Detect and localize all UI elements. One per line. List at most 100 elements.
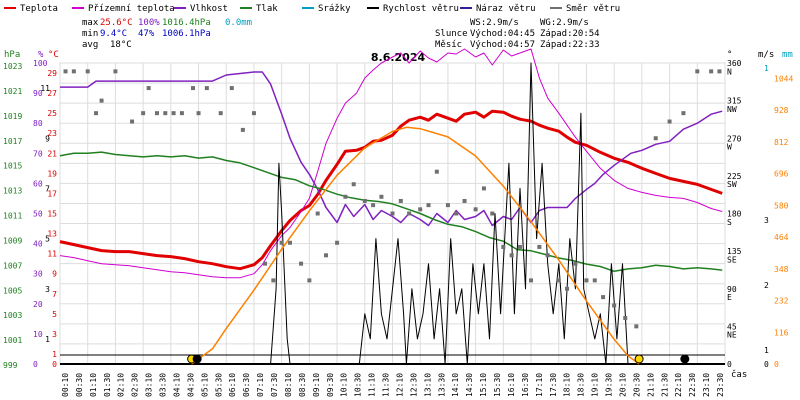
tick-time: 19:10 bbox=[591, 373, 600, 397]
tick-pct: 60 bbox=[33, 179, 43, 188]
wind-direction-point bbox=[299, 261, 304, 266]
tick-time: 14:10 bbox=[451, 373, 460, 397]
tick-solar: 812 bbox=[774, 138, 789, 147]
moon-set: Západ:22:33 bbox=[540, 40, 600, 50]
tick-solar: 928 bbox=[774, 106, 789, 115]
tick-hpa: 1017 bbox=[3, 137, 22, 146]
wind-direction-point bbox=[501, 244, 506, 249]
tick-hpa: 1011 bbox=[3, 212, 22, 221]
tick-pct: 90 bbox=[33, 89, 43, 98]
tick-ms: 1 bbox=[764, 64, 769, 73]
tick-temp: 0 bbox=[52, 360, 57, 369]
tick-solar: 348 bbox=[774, 265, 789, 274]
axis-title-hpa: hPa bbox=[4, 50, 20, 60]
tick-direction: 90 bbox=[727, 285, 737, 294]
wind-direction-point bbox=[307, 278, 312, 283]
tick-time: 11:30 bbox=[382, 373, 391, 397]
wind-direction-point bbox=[612, 303, 617, 308]
tick-time: 18:10 bbox=[563, 373, 572, 397]
tick-time: 13:30 bbox=[437, 373, 446, 397]
tick-temp: 29 bbox=[47, 69, 57, 78]
tick-time: 15:10 bbox=[479, 373, 488, 397]
tick-time: 20:10 bbox=[618, 373, 627, 397]
wind-direction-point bbox=[545, 253, 550, 258]
wind-direction-point bbox=[204, 86, 209, 91]
tick-time: 12:10 bbox=[395, 373, 404, 397]
wind-direction-point bbox=[517, 244, 522, 249]
tick-time: 00:30 bbox=[75, 373, 84, 397]
tick-time: 12:30 bbox=[409, 373, 418, 397]
tick-direction: SW bbox=[727, 180, 737, 189]
axis-title-deg: ° bbox=[727, 50, 732, 60]
x-axis-label: čas bbox=[731, 369, 747, 380]
wind-direction-point bbox=[263, 261, 268, 266]
tick-time: 21:30 bbox=[660, 373, 669, 397]
tick-direction: NW bbox=[727, 105, 737, 114]
tick-temp: 3 bbox=[52, 330, 57, 339]
stats-min-hum: 47% bbox=[138, 29, 155, 39]
series-line bbox=[59, 48, 723, 279]
wind-direction-point bbox=[179, 111, 184, 116]
wind-direction-point bbox=[71, 69, 76, 74]
tick-hpa: 1001 bbox=[3, 336, 22, 345]
moon-label: Měsíc bbox=[435, 40, 462, 50]
tick-time: 03:10 bbox=[145, 373, 154, 397]
tick-temp: 5 bbox=[52, 310, 57, 319]
tick-time: 02:10 bbox=[117, 373, 126, 397]
tick-hpa: 1023 bbox=[3, 62, 22, 71]
tick-ms: 1 bbox=[764, 346, 769, 355]
tick-time: 17:30 bbox=[549, 373, 558, 397]
tick-wind: 5 bbox=[45, 235, 50, 244]
legend: Teplota Přízemní teplota Vlhkost Tlak Srážky… bbox=[4, 4, 620, 14]
tick-temp: 13 bbox=[47, 230, 57, 239]
stats-avg-label: avg bbox=[82, 40, 98, 50]
wind-direction-point bbox=[271, 278, 276, 283]
wind-direction-point bbox=[537, 244, 542, 249]
tick-temp: 25 bbox=[47, 109, 57, 118]
tick-ms: 3 bbox=[764, 216, 769, 225]
wind-direction-point bbox=[717, 69, 722, 74]
tick-pct: 70 bbox=[33, 149, 43, 158]
legend-label: Směr větru bbox=[566, 4, 620, 14]
wind-ws: WS:2.9m/s bbox=[470, 18, 519, 28]
tick-hpa: 1007 bbox=[3, 261, 22, 270]
wind-direction-point bbox=[481, 186, 486, 191]
series-line bbox=[59, 109, 723, 271]
axis-title-temp: °C bbox=[48, 50, 59, 60]
stats-avg-temp: 18°C bbox=[110, 40, 132, 50]
legend-label: Vlhkost bbox=[190, 4, 228, 14]
wind-direction-point bbox=[362, 198, 367, 203]
tick-temp: 11 bbox=[47, 250, 57, 259]
tick-time: 06:30 bbox=[242, 373, 251, 397]
series-line bbox=[191, 126, 640, 365]
legend-label: Náraz větru bbox=[476, 4, 536, 14]
tick-wind: 11 bbox=[40, 84, 50, 93]
wind-direction-point bbox=[584, 278, 589, 283]
chart-date: 8.6.2024 bbox=[371, 51, 426, 64]
stats-min-temp: 9.4°C bbox=[100, 29, 127, 39]
tick-direction: E bbox=[727, 293, 732, 302]
sun-label: Slunce bbox=[435, 29, 468, 39]
wind-direction-point bbox=[490, 211, 495, 216]
wind-direction-point bbox=[445, 203, 450, 208]
tick-temp: 21 bbox=[47, 149, 57, 158]
tick-time: 10:10 bbox=[340, 373, 349, 397]
stats-max-rain: 0.0mm bbox=[225, 18, 252, 28]
wind-direction-point bbox=[324, 253, 328, 258]
tick-time: 17:10 bbox=[535, 373, 544, 397]
wind-direction-point bbox=[418, 207, 423, 212]
tick-hpa: 1015 bbox=[3, 162, 22, 171]
wind-direction-point bbox=[287, 240, 292, 245]
legend-label: Srážky bbox=[318, 4, 351, 14]
wind-direction-point bbox=[667, 119, 672, 124]
tick-hpa: 999 bbox=[3, 361, 18, 370]
tick-time: 06:10 bbox=[228, 373, 237, 397]
tick-temp: 9 bbox=[52, 270, 57, 279]
stats-max-hum: 100% bbox=[138, 18, 160, 28]
tick-temp: 17 bbox=[47, 189, 57, 198]
wind-direction-point bbox=[196, 111, 201, 116]
tick-time: 04:10 bbox=[172, 373, 181, 397]
tick-solar: 0 bbox=[774, 360, 779, 369]
tick-hpa: 1013 bbox=[3, 187, 22, 196]
